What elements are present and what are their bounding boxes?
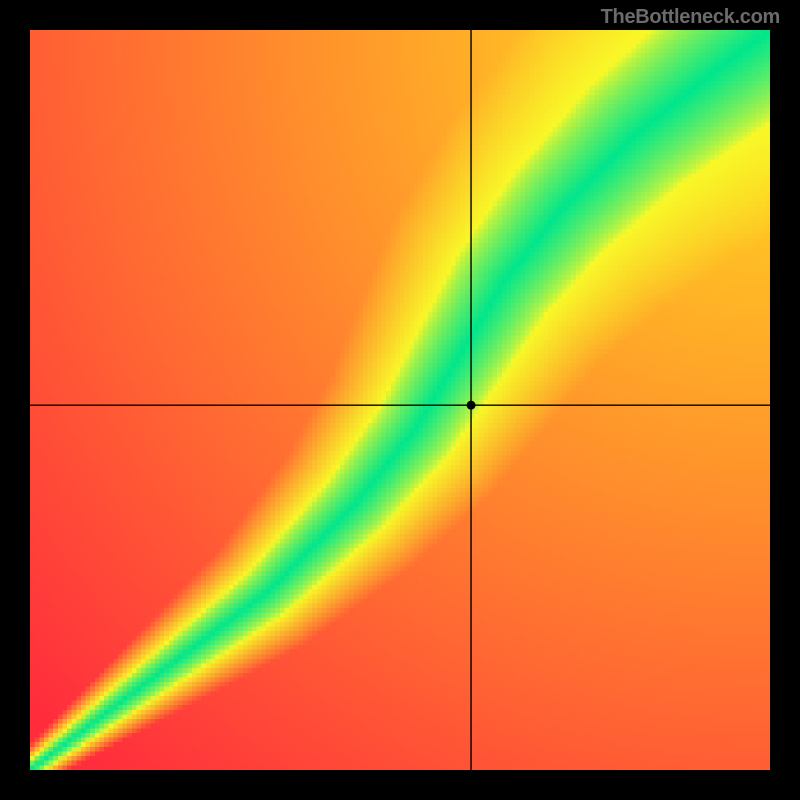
crosshair-overlay <box>30 30 770 770</box>
watermark-label: TheBottleneck.com <box>601 6 780 29</box>
plot-area <box>30 30 770 770</box>
chart-container: TheBottleneck.com <box>0 0 800 800</box>
crosshair-marker <box>467 401 476 410</box>
